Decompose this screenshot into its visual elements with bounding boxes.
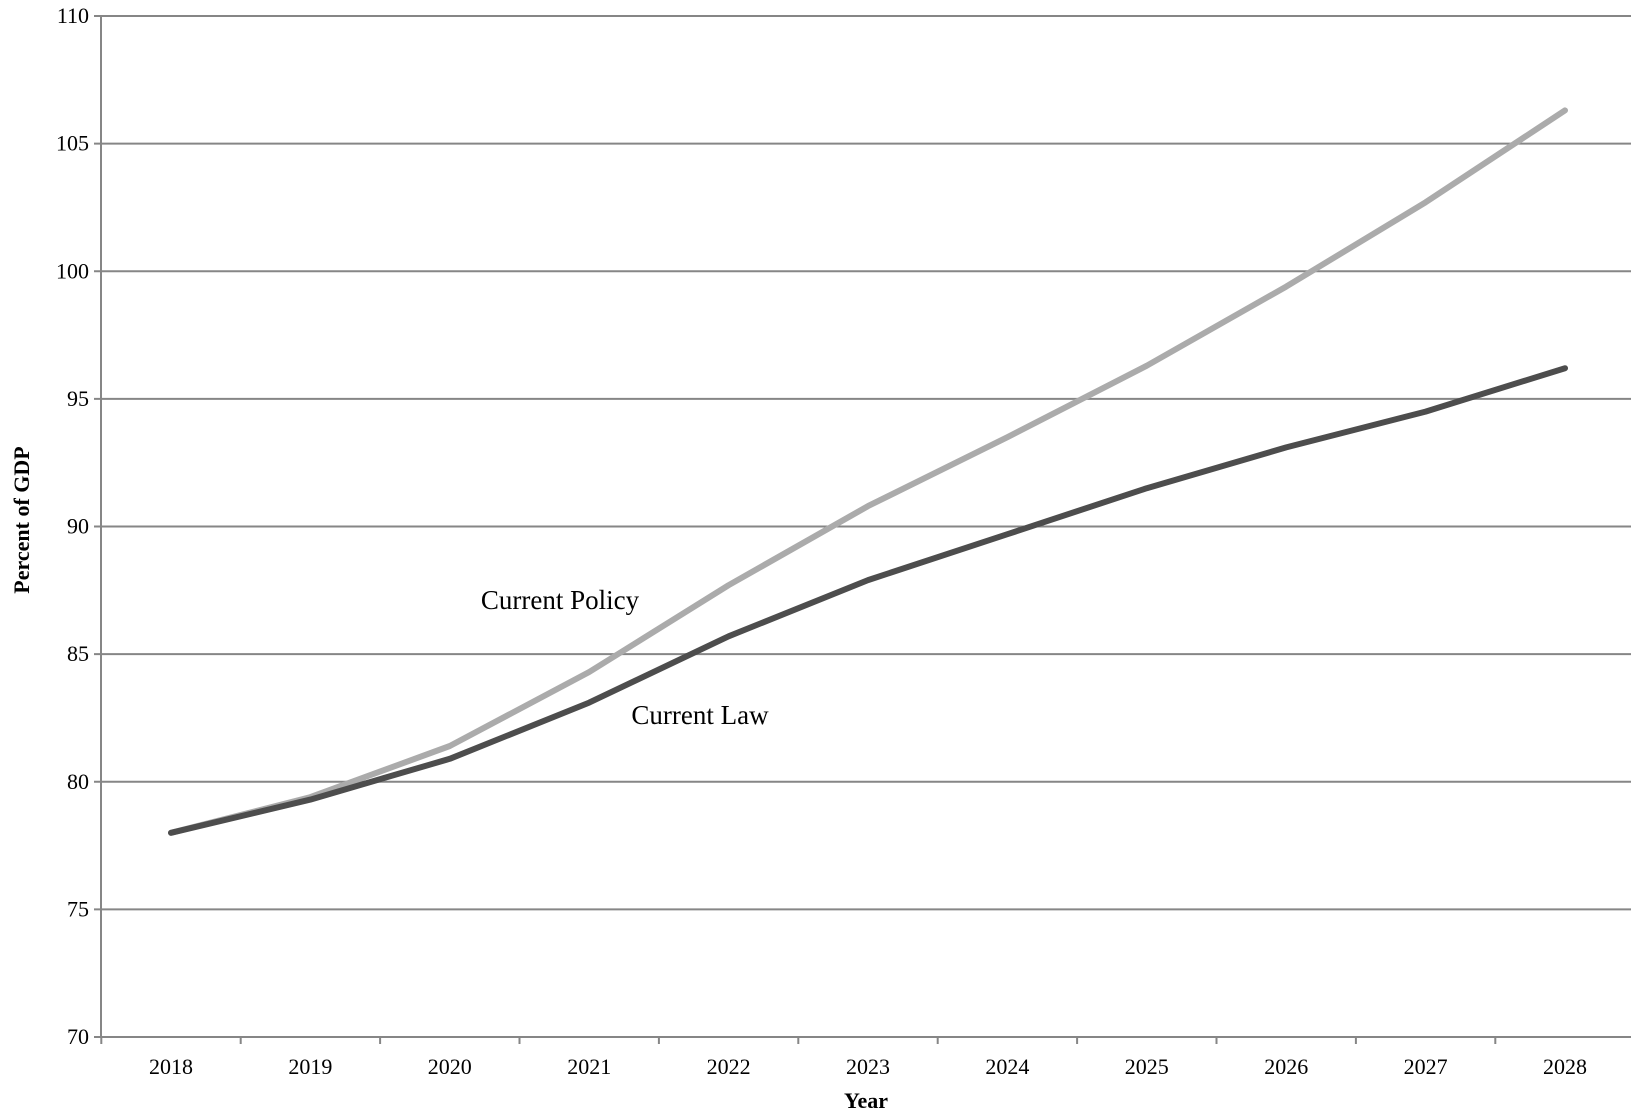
series-lines xyxy=(168,107,1568,836)
y-tick-label: 110 xyxy=(57,3,89,28)
x-tick-label: 2021 xyxy=(567,1054,611,1079)
x-tick-label: 2018 xyxy=(149,1054,193,1079)
x-axis-title: Year xyxy=(844,1088,888,1113)
series-line-current-law xyxy=(168,365,1568,836)
series-label-current-policy: Current Policy xyxy=(481,585,640,615)
x-tick-label: 2028 xyxy=(1543,1054,1587,1079)
series-label-current-law: Current Law xyxy=(631,700,769,730)
x-tick-label: 2027 xyxy=(1404,1054,1448,1079)
axes xyxy=(94,15,1631,1044)
x-tick-label: 2022 xyxy=(707,1054,751,1079)
y-tick-label: 70 xyxy=(67,1024,89,1049)
x-tick-label: 2023 xyxy=(846,1054,890,1079)
gridlines xyxy=(101,15,1631,911)
y-tick-label: 95 xyxy=(67,386,89,411)
x-tick-label: 2025 xyxy=(1125,1054,1169,1079)
y-tick-label: 90 xyxy=(67,514,89,539)
labels: 70 75 80 85 90 95 100 105 110 2018 2019 2020 2021 202… xyxy=(56,3,1587,1079)
x-tick-label: 2020 xyxy=(428,1054,472,1079)
y-tick-label: 80 xyxy=(67,769,89,794)
x-tick-label: 2026 xyxy=(1264,1054,1308,1079)
series-line-current-policy xyxy=(168,107,1568,836)
y-tick-label: 100 xyxy=(56,258,89,283)
y-tick-label: 85 xyxy=(67,641,89,666)
x-tick-label: 2019 xyxy=(288,1054,332,1079)
x-tick-label: 2024 xyxy=(985,1054,1029,1079)
y-tick-label: 105 xyxy=(56,131,89,156)
y-tick-label: 75 xyxy=(67,896,89,921)
y-axis-title: Percent of GDP xyxy=(9,446,34,593)
